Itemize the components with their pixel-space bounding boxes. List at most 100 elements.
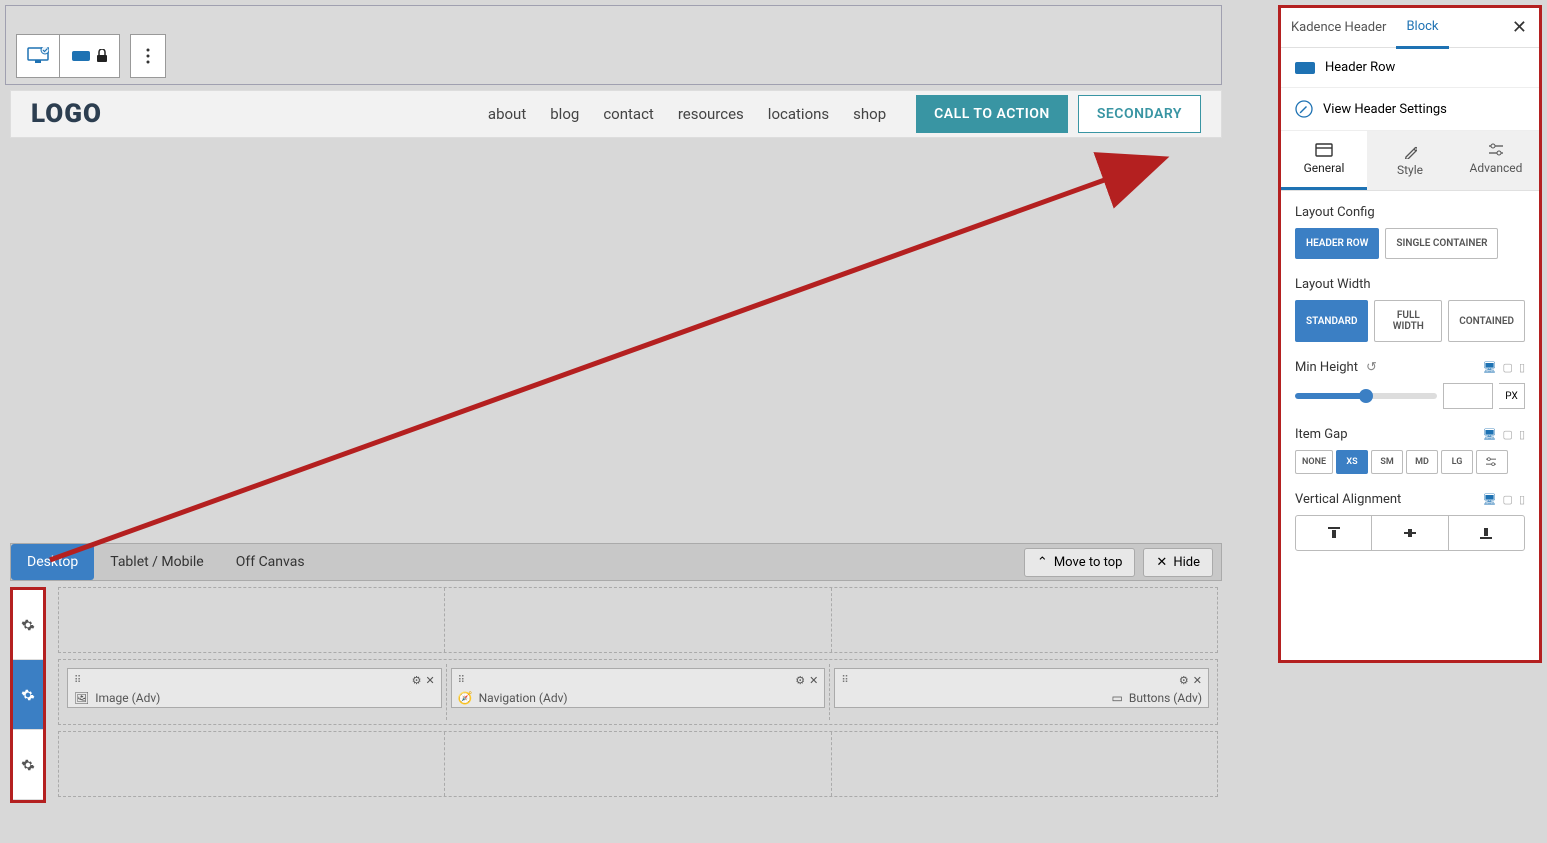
panel-top-tabs: Kadence Header Block ✕	[1281, 8, 1539, 48]
layout-width-contained[interactable]: CONTAINED	[1448, 300, 1525, 342]
min-height-unit[interactable]: PX	[1499, 383, 1525, 409]
device-tablet-icon[interactable]: ▢	[1503, 361, 1513, 374]
builder-cell-left[interactable]: ⠿⚙✕ 🖼Image (Adv)	[63, 664, 447, 720]
nav-link-resources[interactable]: resources	[678, 105, 744, 123]
builder-cell[interactable]	[59, 732, 445, 796]
row-bottom-gear[interactable]	[13, 730, 43, 800]
gap-xs[interactable]: XS	[1336, 450, 1368, 474]
view-header-settings[interactable]: View Header Settings	[1281, 88, 1539, 131]
device-desktop-icon[interactable]: 🖥	[1483, 493, 1497, 506]
secondary-button[interactable]: SECONDARY	[1078, 95, 1201, 133]
device-tablet-icon[interactable]: ▢	[1503, 428, 1513, 441]
gear-icon[interactable]: ⚙	[795, 674, 805, 687]
pencil-circle-icon	[1295, 100, 1313, 118]
builder-cell[interactable]	[445, 588, 831, 652]
general-icon	[1315, 143, 1333, 157]
layout-width-full[interactable]: FULL WIDTH	[1374, 300, 1442, 342]
header-builder: ⠿⚙✕ 🖼Image (Adv) ⠿⚙✕ 🧭Navigation (Adv) ⠿…	[10, 581, 1222, 803]
nav-links: about blog contact resources locations s…	[488, 105, 886, 123]
builder-bottom-row	[58, 731, 1218, 797]
move-to-top-button[interactable]: ⌃Move to top	[1024, 548, 1136, 577]
drag-handle-icon[interactable]: ⠿	[74, 675, 81, 686]
min-height-input[interactable]	[1443, 383, 1493, 409]
drag-handle-icon[interactable]: ⠿	[458, 675, 465, 686]
nav-link-about[interactable]: about	[488, 105, 526, 123]
close-icon[interactable]: ✕	[425, 674, 434, 687]
builder-item-image[interactable]: ⠿⚙✕ 🖼Image (Adv)	[67, 668, 442, 708]
panel-subtabs: General Style Advanced	[1281, 131, 1539, 191]
subtab-advanced[interactable]: Advanced	[1453, 131, 1539, 190]
close-panel-button[interactable]: ✕	[1500, 17, 1539, 38]
desktop-preview-button[interactable]	[16, 34, 60, 78]
layout-width-standard[interactable]: STANDARD	[1295, 300, 1368, 342]
compass-icon: 🧭	[458, 691, 473, 705]
builder-cell-center[interactable]: ⠿ ⚙ ✕ 🧭 Navigation (Adv)	[447, 664, 831, 720]
nav-link-shop[interactable]: shop	[853, 105, 886, 123]
layout-config-title: Layout Config	[1295, 205, 1525, 220]
device-mobile-icon[interactable]: ▯	[1519, 361, 1525, 374]
builder-top-row	[58, 587, 1218, 653]
builder-cell[interactable]	[59, 588, 445, 652]
close-icon[interactable]: ✕	[1193, 674, 1202, 687]
kadence-header-tab[interactable]: Kadence Header	[1281, 8, 1396, 47]
block-tab[interactable]: Block	[1396, 7, 1448, 49]
drag-handle-icon[interactable]: ⠿	[841, 675, 848, 686]
min-height-slider[interactable]	[1295, 393, 1437, 399]
tab-tablet-mobile[interactable]: Tablet / Mobile	[94, 544, 220, 580]
item-label-image: Image (Adv)	[95, 691, 160, 705]
subtab-general[interactable]: General	[1281, 131, 1367, 190]
tab-desktop[interactable]: Desktop	[11, 544, 94, 580]
vertical-alignment-title: Vertical Alignment	[1295, 492, 1401, 507]
block-lock-button[interactable]	[60, 34, 120, 78]
more-options-button[interactable]	[130, 34, 166, 78]
row-main-gear[interactable]	[13, 660, 43, 730]
item-gap-title: Item Gap	[1295, 427, 1348, 442]
gear-icon[interactable]: ⚙	[412, 674, 422, 687]
valign-middle[interactable]	[1372, 516, 1448, 550]
device-tablet-icon[interactable]: ▢	[1503, 493, 1513, 506]
nav-link-blog[interactable]: blog	[550, 105, 579, 123]
view-settings-label: View Header Settings	[1323, 102, 1447, 117]
block-badge-icon	[1295, 62, 1315, 74]
builder-cell-right[interactable]: ⠿ ⚙ ✕ ▭ Buttons (Adv)	[830, 664, 1213, 720]
builder-cell[interactable]	[832, 732, 1217, 796]
tab-off-canvas[interactable]: Off Canvas	[220, 544, 321, 580]
item-label-navigation: Navigation (Adv)	[479, 691, 568, 705]
device-mobile-icon[interactable]: ▯	[1519, 428, 1525, 441]
device-tabs-bar: Desktop Tablet / Mobile Off Canvas ⌃Move…	[10, 543, 1222, 581]
gap-md[interactable]: MD	[1406, 450, 1438, 474]
device-mobile-icon[interactable]: ▯	[1519, 493, 1525, 506]
gap-lg[interactable]: LG	[1441, 450, 1473, 474]
builder-item-buttons[interactable]: ⠿ ⚙ ✕ ▭ Buttons (Adv)	[834, 668, 1209, 708]
item-label-buttons: Buttons (Adv)	[1129, 691, 1202, 705]
reset-icon[interactable]: ↺	[1366, 360, 1377, 375]
valign-top[interactable]	[1296, 516, 1372, 550]
editor-toolbar	[5, 5, 1222, 85]
gear-icon[interactable]: ⚙	[1179, 674, 1189, 687]
gap-custom[interactable]	[1476, 450, 1508, 474]
nav-link-contact[interactable]: contact	[603, 105, 654, 123]
hide-button[interactable]: ✕Hide	[1143, 548, 1213, 577]
button-icon: ▭	[1112, 691, 1123, 705]
layout-config-header-row[interactable]: HEADER ROW	[1295, 228, 1379, 259]
builder-cell[interactable]	[832, 588, 1217, 652]
layout-config-single-container[interactable]: SINGLE CONTAINER	[1385, 228, 1498, 259]
gap-none[interactable]: NONE	[1295, 450, 1333, 474]
nav-link-locations[interactable]: locations	[768, 105, 829, 123]
vertical-alignment-section: Vertical Alignment 🖥 ▢ ▯	[1295, 492, 1525, 551]
advanced-icon	[1488, 143, 1504, 157]
layout-config-section: Layout Config HEADER ROW SINGLE CONTAINE…	[1295, 205, 1525, 259]
row-top-gear[interactable]	[13, 590, 43, 660]
builder-cell[interactable]	[445, 732, 831, 796]
builder-item-navigation[interactable]: ⠿ ⚙ ✕ 🧭 Navigation (Adv)	[451, 668, 826, 708]
subtab-style[interactable]: Style	[1367, 131, 1453, 190]
cta-button[interactable]: CALL TO ACTION	[916, 95, 1068, 133]
header-preview: LOGO about blog contact resources locati…	[10, 90, 1222, 138]
valign-bottom[interactable]	[1449, 516, 1524, 550]
device-desktop-icon[interactable]: 🖥	[1483, 361, 1497, 374]
block-name-row: Header Row	[1281, 48, 1539, 88]
close-icon[interactable]: ✕	[809, 674, 818, 687]
gap-sm[interactable]: SM	[1371, 450, 1403, 474]
logo-text: LOGO	[31, 99, 102, 129]
device-desktop-icon[interactable]: 🖥	[1483, 428, 1497, 441]
